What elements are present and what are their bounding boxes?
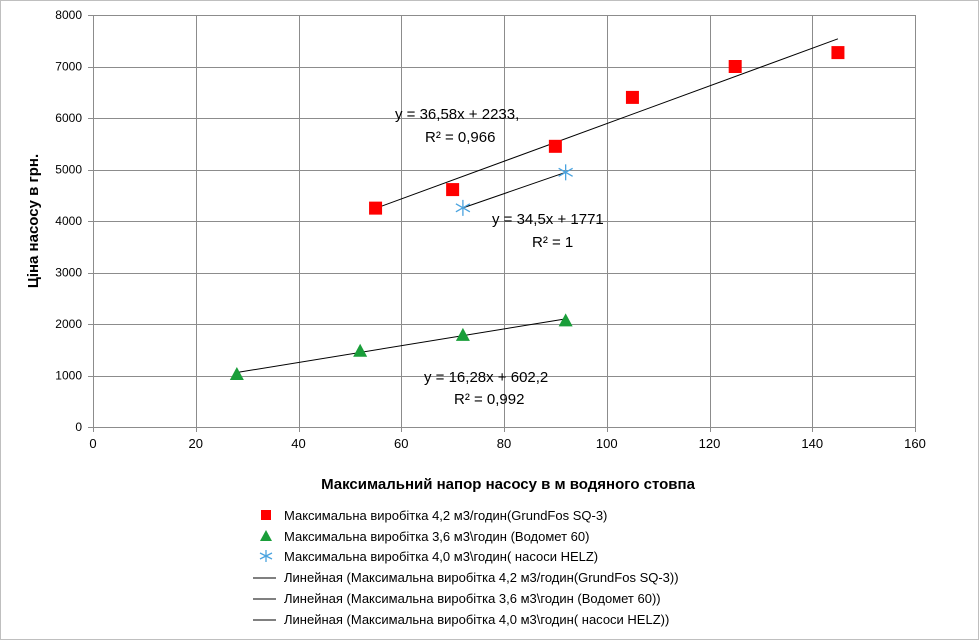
point-triangle — [353, 343, 368, 357]
trend-annotation-vodomet: y = 16,28x + 602,2 R² = 0,992 — [424, 369, 548, 408]
y-tick-label: 8000 — [55, 8, 82, 22]
trend-r2-vodomet: R² = 0,992 — [454, 391, 524, 408]
x-tick-label: 120 — [699, 436, 721, 451]
point-square — [446, 183, 460, 197]
trend-r2-grundfos: R² = 0,966 — [425, 129, 495, 146]
y-tick-label: 6000 — [55, 111, 82, 125]
trendline-series-0 — [375, 38, 839, 209]
x-tick-label: 0 — [89, 436, 96, 451]
axes: 0 20 40 60 80 100 120 140 160 0 1000 2000 3000 4000 50… — [55, 8, 926, 451]
point-square — [728, 60, 742, 73]
y-tick-label: 1000 — [55, 369, 82, 383]
asterisk-stroke — [455, 203, 471, 213]
point-square — [369, 201, 383, 215]
x-axis-title: Максимальний напор насосу в м водяного с… — [321, 476, 696, 493]
y-tick-label: 4000 — [55, 214, 82, 228]
x-tick-label: 40 — [291, 436, 305, 451]
y-axis-title: Ціна насосу в грн. — [25, 154, 42, 288]
trend-annotation-helz: y = 34,5x + 1771 R² = 1 — [492, 211, 604, 251]
trendline-series-1 — [236, 318, 566, 374]
x-tick-label: 100 — [596, 436, 618, 451]
legend-label-grundfos-trend: Линейная (Максимальна виробітка 4,2 м3/г… — [284, 570, 679, 585]
legend-label-helz: Максимальна виробітка 4,0 м3\годин( насо… — [284, 549, 598, 564]
trend-equation-grundfos: y = 36,58x + 2233, — [395, 106, 519, 123]
legend-marker-helz — [259, 550, 273, 562]
x-tick-label: 20 — [189, 436, 203, 451]
trendline-series-2 — [462, 171, 566, 209]
point-asterisk — [455, 199, 471, 216]
trendlines — [236, 38, 839, 374]
point-square — [831, 46, 845, 60]
y-tick-label: 2000 — [55, 317, 82, 331]
legend-label-grundfos: Максимальна виробітка 4,2 м3/годин(Grund… — [284, 508, 607, 523]
trend-r2-helz: R² = 1 — [532, 234, 573, 251]
y-tick-label: 5000 — [55, 163, 82, 177]
y-tick-label: 7000 — [55, 60, 82, 74]
point-square — [548, 139, 562, 153]
legend-marker-vodomet — [260, 530, 272, 541]
trend-equation-vodomet: y = 16,28x + 602,2 — [424, 369, 548, 386]
y-tick-label: 3000 — [55, 266, 82, 280]
legend-label-helz-trend: Линейная (Максимальна виробітка 4,0 м3\г… — [284, 612, 669, 627]
trend-annotation-grundfos: y = 36,58x + 2233, R² = 0,966 — [395, 106, 519, 146]
data-points — [229, 46, 845, 380]
point-triangle — [229, 366, 244, 380]
point-triangle — [455, 327, 470, 341]
legend: Максимальна виробітка 4,2 м3/годин(Grund… — [253, 508, 679, 627]
trend-equation-helz: y = 34,5x + 1771 — [492, 211, 604, 228]
point-triangle — [558, 313, 573, 327]
x-tick-label: 60 — [394, 436, 408, 451]
legend-label-vodomet-trend: Линейная (Максимальна виробітка 3,6 м3\г… — [284, 591, 661, 606]
legend-label-vodomet: Максимальна виробітка 3,6 м3\годин (Водо… — [284, 529, 589, 544]
x-tick-label: 80 — [497, 436, 511, 451]
y-tick-label: 0 — [75, 420, 82, 434]
asterisk-stroke — [558, 167, 573, 177]
x-tick-label: 160 — [904, 436, 926, 451]
x-tick-label: 140 — [801, 436, 823, 451]
point-asterisk — [558, 164, 573, 181]
point-square — [625, 90, 639, 104]
legend-marker-grundfos — [261, 510, 271, 520]
